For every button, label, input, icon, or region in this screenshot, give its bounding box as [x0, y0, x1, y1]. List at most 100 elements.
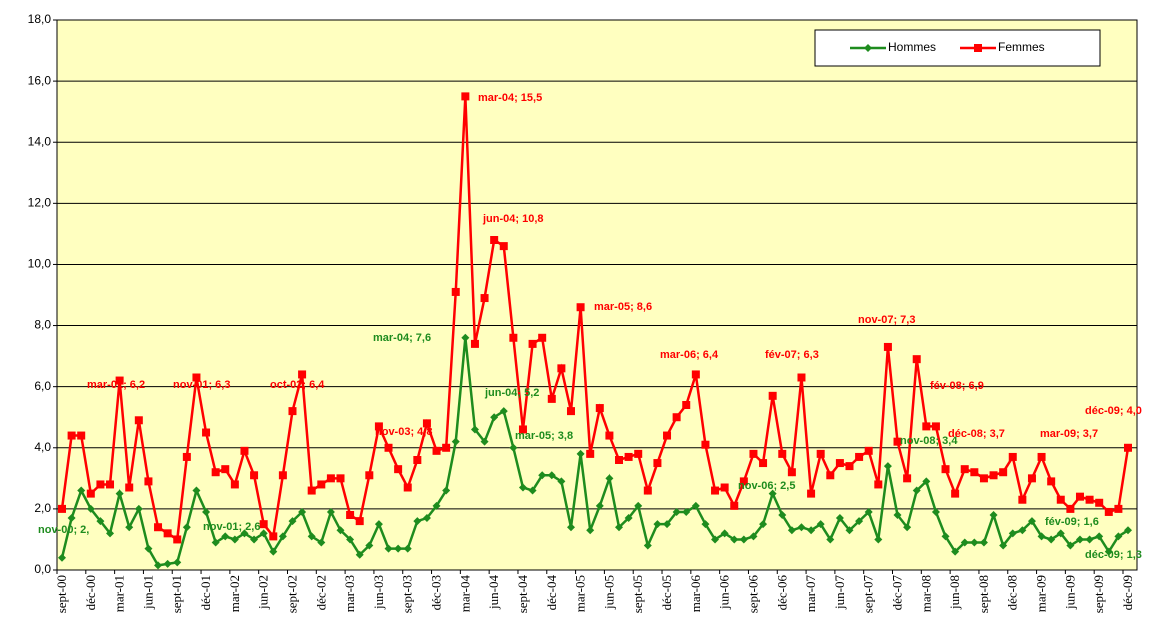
- point: [999, 468, 1008, 477]
- point: [912, 486, 921, 495]
- point: [672, 413, 681, 422]
- x-tick-label: déc-07: [889, 575, 904, 611]
- point: [336, 526, 345, 535]
- point: [374, 520, 383, 529]
- point: [490, 413, 499, 422]
- point: [499, 242, 508, 251]
- point: [134, 416, 143, 425]
- point: [346, 535, 355, 544]
- point: [883, 342, 892, 351]
- point: [384, 544, 393, 553]
- annotation: mar-01; 6,2: [87, 379, 145, 391]
- point: [326, 507, 335, 516]
- point: [826, 471, 835, 480]
- point: [442, 486, 451, 495]
- point: [278, 471, 287, 480]
- point: [355, 550, 364, 559]
- annotation: mar-04; 15,5: [478, 92, 542, 104]
- point: [1114, 504, 1123, 513]
- point: [106, 529, 115, 538]
- x-tick-label: mar-06: [688, 575, 703, 613]
- point: [778, 449, 787, 458]
- point: [1047, 477, 1056, 486]
- point: [557, 477, 566, 486]
- y-tick-label: 2,0: [34, 501, 51, 515]
- point: [730, 501, 739, 510]
- point: [663, 520, 672, 529]
- x-tick-label: sept-05: [630, 575, 645, 613]
- annotation: nov-01; 2,6: [203, 521, 260, 533]
- point: [269, 532, 278, 541]
- point: [864, 507, 873, 516]
- point: [480, 437, 489, 446]
- x-tick-label: sept-07: [861, 575, 876, 614]
- point: [979, 538, 988, 547]
- x-tick-label: jun-06: [717, 575, 732, 610]
- point: [278, 532, 287, 541]
- point: [538, 333, 547, 342]
- point: [538, 471, 547, 480]
- point: [384, 443, 393, 452]
- point: [979, 474, 988, 483]
- point: [547, 471, 556, 480]
- point: [874, 480, 883, 489]
- point: [470, 425, 479, 434]
- point: [355, 517, 364, 526]
- point: [711, 486, 720, 495]
- point: [663, 431, 672, 440]
- point: [125, 523, 134, 532]
- point: [682, 507, 691, 516]
- point: [730, 535, 739, 544]
- point: [922, 477, 931, 486]
- annotation: jun-04; 5,2: [484, 387, 539, 399]
- x-tick-label: déc-08: [1005, 575, 1020, 610]
- point: [451, 437, 460, 446]
- point: [566, 523, 575, 532]
- x-tick-label: mar-07: [803, 575, 818, 613]
- point: [259, 520, 268, 529]
- point: [163, 529, 172, 538]
- point: [230, 480, 239, 489]
- annotation: mar-06; 6,4: [660, 349, 719, 361]
- point: [1104, 507, 1113, 516]
- point: [605, 431, 614, 440]
- point: [960, 538, 969, 547]
- point: [768, 489, 777, 498]
- point: [422, 514, 431, 523]
- y-tick-label: 16,0: [28, 73, 52, 87]
- point: [1008, 529, 1017, 538]
- legend-marker: [864, 44, 872, 52]
- y-tick-label: 10,0: [28, 257, 52, 271]
- point: [893, 437, 902, 446]
- legend-marker: [974, 44, 982, 52]
- point: [989, 471, 998, 480]
- point: [480, 294, 489, 303]
- plot-area: [56, 19, 1138, 571]
- point: [202, 428, 211, 437]
- point: [1018, 495, 1027, 504]
- point: [951, 547, 960, 556]
- point: [202, 507, 211, 516]
- point: [403, 544, 412, 553]
- x-tick-label: sept-08: [976, 575, 991, 613]
- x-tick-label: jun-05: [601, 575, 616, 610]
- point: [1095, 498, 1104, 507]
- point: [595, 501, 604, 510]
- x-tick-label: sept-03: [400, 575, 415, 613]
- point: [1037, 532, 1046, 541]
- point: [326, 474, 335, 483]
- point: [115, 489, 124, 498]
- point: [960, 465, 969, 474]
- point: [422, 419, 431, 428]
- x-tick-label: sept-06: [745, 575, 760, 614]
- x-tick-label: mar-05: [573, 575, 588, 612]
- y-tick-label: 14,0: [28, 134, 52, 148]
- point: [855, 517, 864, 526]
- point: [96, 517, 105, 526]
- point: [432, 446, 441, 455]
- x-tick-label: déc-06: [774, 575, 789, 611]
- point: [1075, 492, 1084, 501]
- y-tick-label: 0,0: [34, 562, 51, 576]
- point: [903, 474, 912, 483]
- x-tick-label: mar-04: [457, 575, 472, 613]
